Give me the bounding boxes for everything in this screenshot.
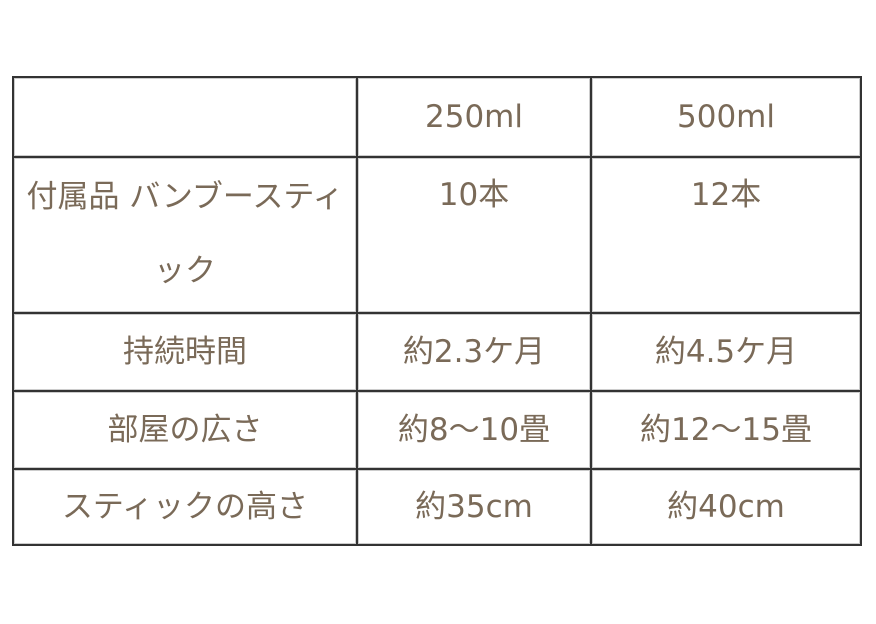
- header-cell-500ml: 500ml: [590, 76, 862, 158]
- row-label: 持続時間: [12, 312, 358, 392]
- table-row: スティックの高さ 約35cm 約40cm: [12, 468, 862, 546]
- table-cell: 約8〜10畳: [356, 390, 592, 470]
- table-cell: 約4.5ケ月: [590, 312, 862, 392]
- header-cell-250ml: 250ml: [356, 76, 592, 158]
- row-label: 部屋の広さ: [12, 390, 358, 470]
- table-cell: 約12〜15畳: [590, 390, 862, 470]
- header-row: 250ml 500ml: [12, 76, 862, 158]
- table-cell: 約40cm: [590, 468, 862, 546]
- table-cell: 約2.3ケ月: [356, 312, 592, 392]
- row-label: 付属品 バンブースティック: [12, 156, 358, 314]
- spec-table: 250ml 500ml 付属品 バンブースティック 10本 12本 持続時間 約…: [12, 76, 862, 546]
- table-row: 部屋の広さ 約8〜10畳 約12〜15畳: [12, 390, 862, 470]
- table-cell: 10本: [356, 156, 592, 314]
- table-cell: 約35cm: [356, 468, 592, 546]
- header-cell-empty: [12, 76, 358, 158]
- table-row: 持続時間 約2.3ケ月 約4.5ケ月: [12, 312, 862, 392]
- row-label: スティックの高さ: [12, 468, 358, 546]
- table-cell: 12本: [590, 156, 862, 314]
- table-row: 付属品 バンブースティック 10本 12本: [12, 156, 862, 314]
